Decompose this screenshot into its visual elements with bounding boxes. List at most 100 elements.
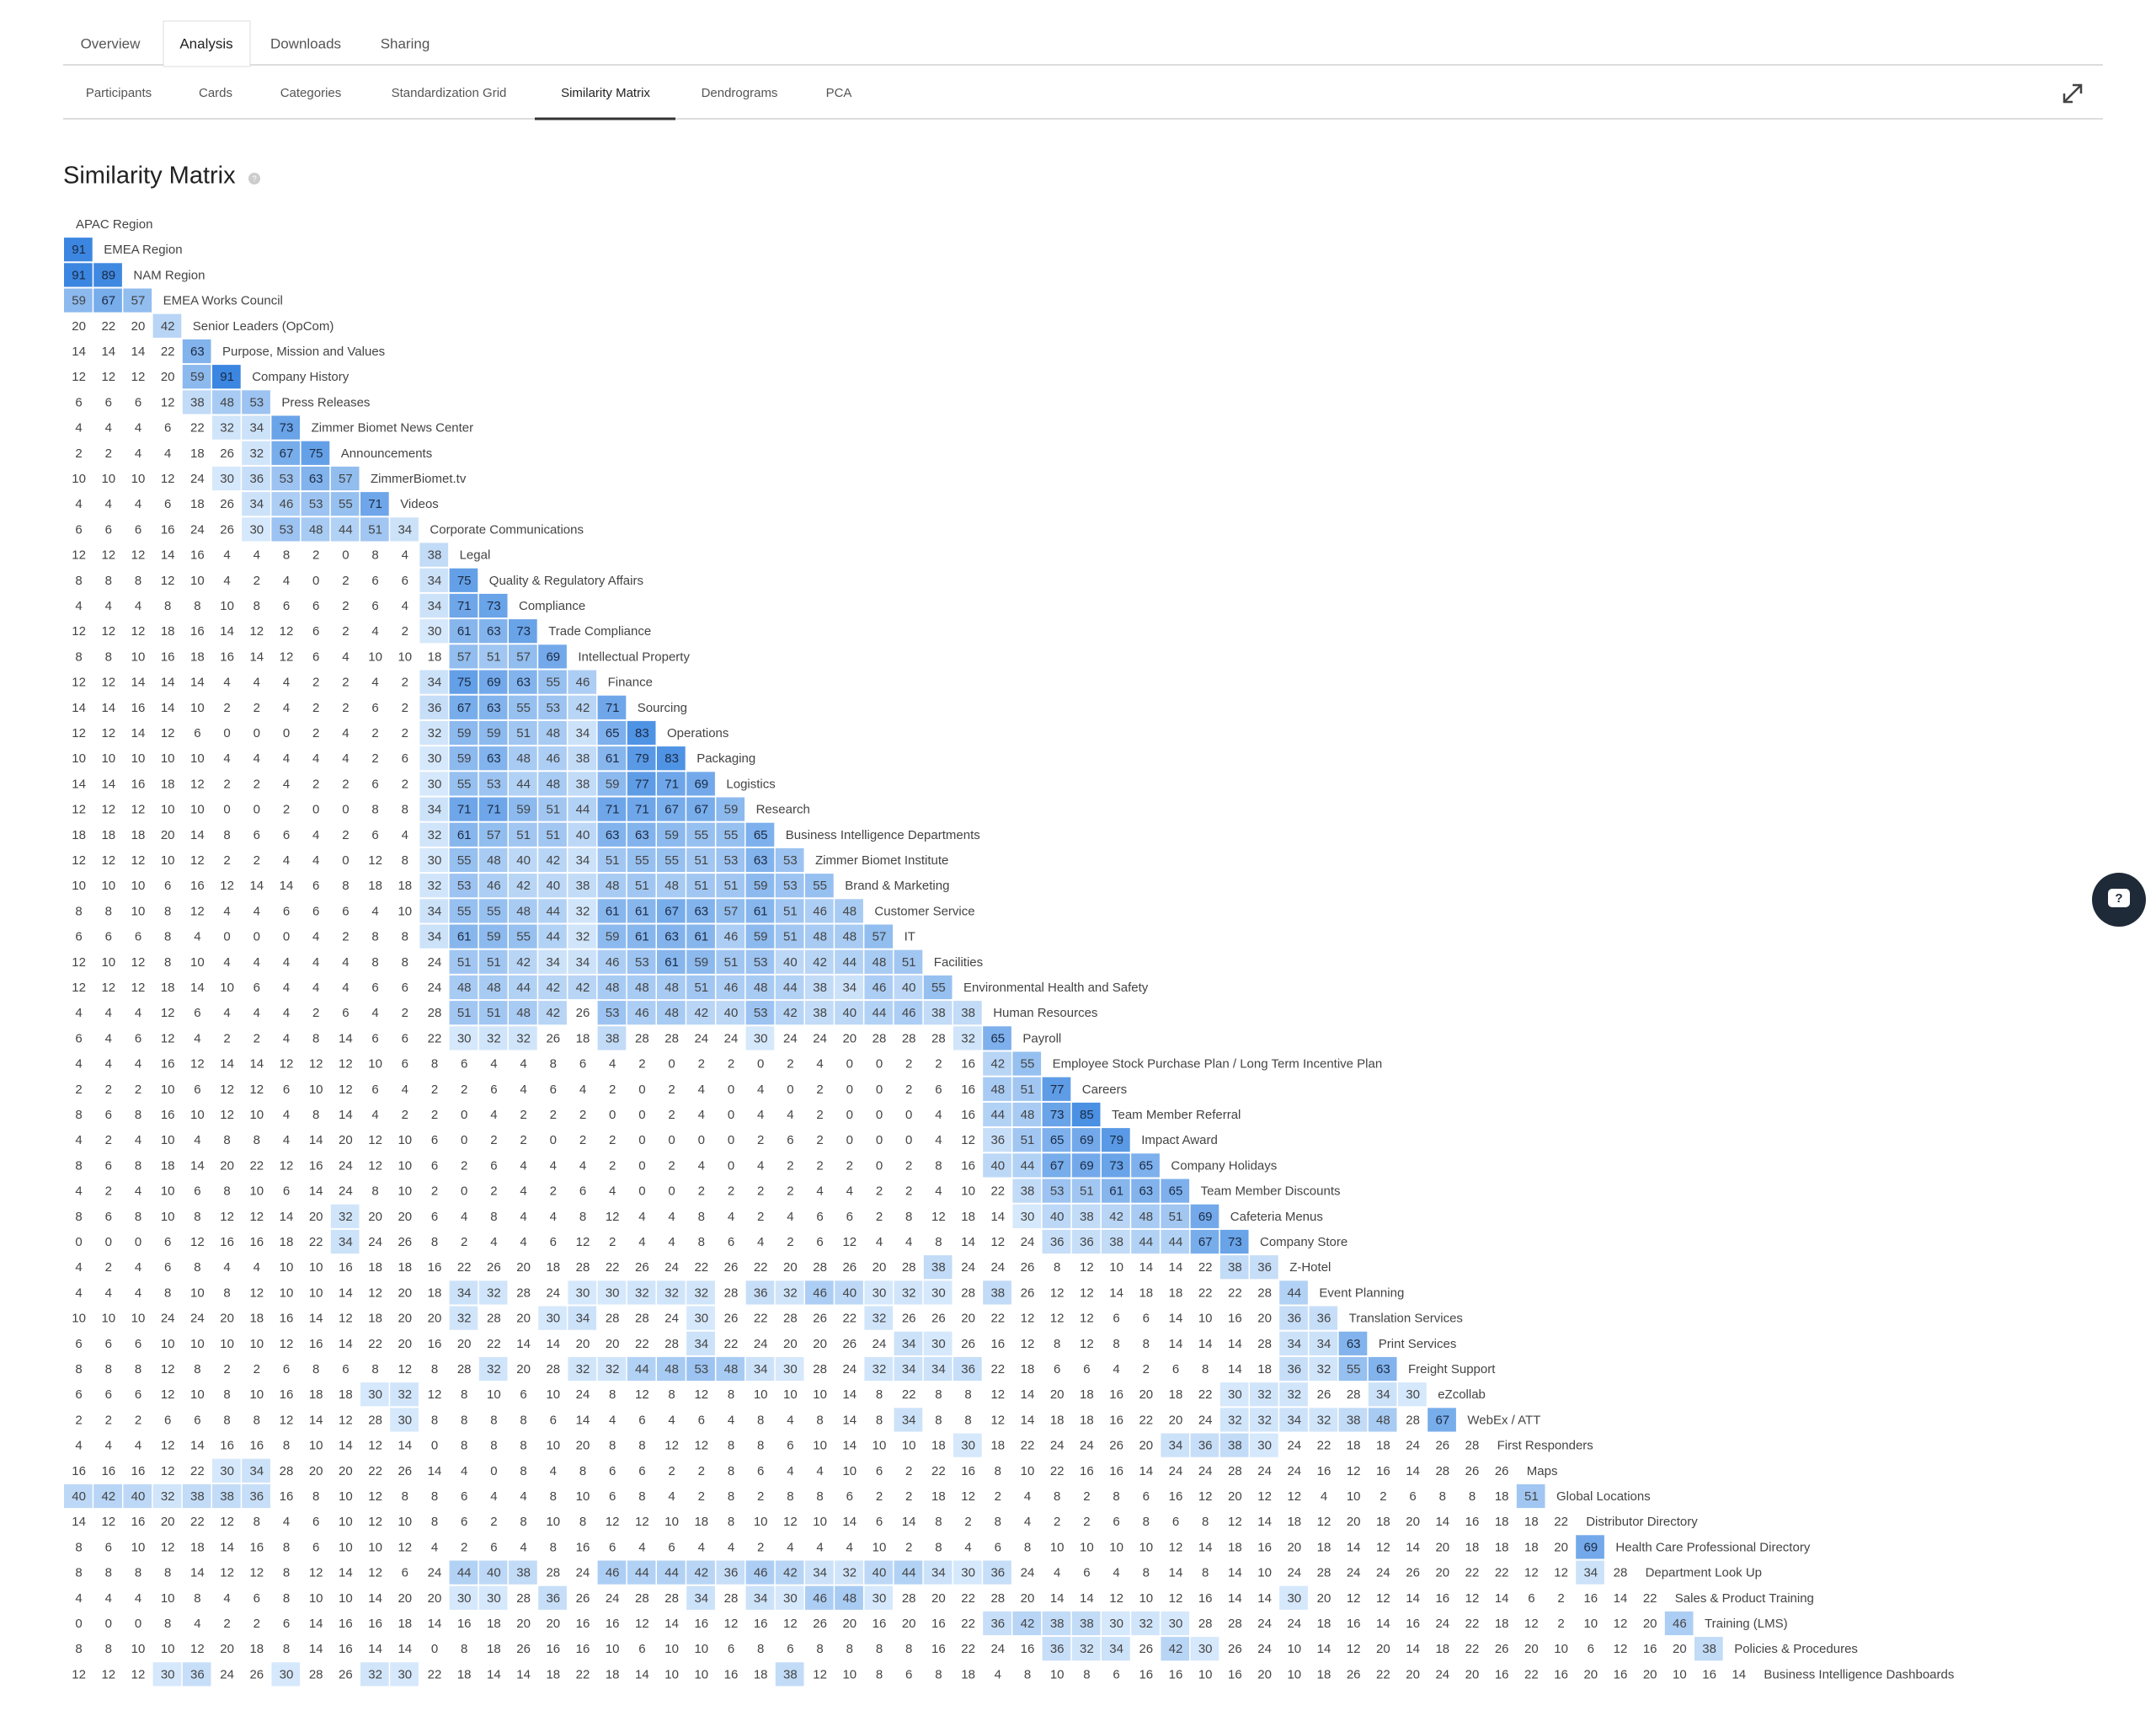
- matrix-cell: [1190, 1433, 1219, 1457]
- matrix-cell: [1309, 1331, 1338, 1355]
- matrix-cell: [1102, 1510, 1130, 1534]
- cell-value: 34: [576, 955, 590, 970]
- cell-value: 69: [487, 676, 501, 690]
- matrix-cell: [775, 1001, 804, 1025]
- tab[interactable]: Sharing: [381, 35, 430, 51]
- matrix-cell: [1398, 1535, 1427, 1559]
- cell-value: 22: [368, 1337, 382, 1351]
- cell-value: 38: [576, 879, 590, 893]
- matrix-cell: [686, 1001, 715, 1025]
- matrix-cell: [953, 1662, 982, 1687]
- matrix-cell: [123, 695, 152, 719]
- cell-value: 24: [961, 1260, 975, 1275]
- cell-value: 6: [371, 599, 378, 613]
- matrix-cell: [923, 1204, 953, 1228]
- row-label: Business Intelligence Departments: [786, 828, 980, 842]
- cell-value: 30: [546, 1312, 560, 1326]
- cell-value: 55: [813, 879, 827, 893]
- help-icon[interactable]: [248, 173, 260, 184]
- cell-value: 16: [161, 650, 175, 664]
- matrix-cell: [509, 1611, 537, 1636]
- matrix-cell: [538, 1483, 567, 1509]
- cell-value: 8: [105, 574, 112, 588]
- subtab[interactable]: Categories: [280, 86, 342, 100]
- cell-value: 6: [1528, 1591, 1534, 1606]
- matrix-cell: [360, 1001, 389, 1025]
- matrix-cell: [64, 772, 93, 796]
- matrix-cell: [1250, 1637, 1278, 1661]
- cell-value: 2: [223, 853, 230, 868]
- matrix-cell: [1012, 1408, 1042, 1432]
- matrix-cell: [64, 670, 93, 694]
- matrix-cell: [1694, 1662, 1723, 1687]
- cell-value: 18: [990, 1439, 1005, 1453]
- subtab[interactable]: PCA: [826, 86, 852, 100]
- row-label: Purpose, Mission and Values: [222, 345, 385, 359]
- matrix-cell: [1250, 1662, 1278, 1687]
- matrix-cell: [1012, 1382, 1042, 1407]
- cell-value: 44: [783, 981, 798, 995]
- cell-value: 16: [576, 1540, 590, 1554]
- matrix-cell: [538, 1382, 567, 1407]
- subtab[interactable]: Dendrograms: [702, 86, 778, 100]
- cell-value: 14: [339, 1337, 353, 1351]
- subtab[interactable]: Participants: [86, 86, 152, 100]
- tab[interactable]: Downloads: [270, 35, 341, 51]
- tab-active[interactable]: Analysis: [179, 35, 232, 51]
- row-label: Research: [756, 803, 810, 817]
- cell-value: 6: [283, 1082, 290, 1097]
- cell-value: 34: [249, 497, 264, 511]
- cell-value: 32: [368, 1667, 382, 1681]
- expand-icon[interactable]: [2063, 83, 2083, 104]
- matrix-cell: [864, 1179, 894, 1203]
- matrix-cell: [745, 1382, 775, 1407]
- matrix-cell: [64, 1662, 93, 1687]
- tab[interactable]: Overview: [81, 35, 141, 51]
- cell-value: 4: [668, 1235, 675, 1249]
- cell-value: 55: [516, 701, 531, 715]
- matrix-cell: [449, 1102, 478, 1127]
- cell-value: 32: [1080, 1642, 1094, 1656]
- matrix-cell: [835, 1637, 863, 1661]
- row-label: Brand & Marketing: [845, 879, 949, 893]
- matrix-cell: [835, 1179, 863, 1203]
- matrix-cell: [330, 1585, 360, 1610]
- cell-value: 4: [223, 751, 230, 766]
- cell-value: 2: [728, 1184, 734, 1199]
- cell-value: 38: [1080, 1210, 1094, 1224]
- matrix-cell: [390, 1382, 419, 1407]
- matrix-cell: [271, 593, 301, 618]
- matrix-cell: [1071, 1382, 1101, 1407]
- cell-value: 22: [428, 1031, 442, 1045]
- matrix-cell: [360, 720, 389, 746]
- cell-value: 4: [638, 1210, 645, 1224]
- matrix-cell: [686, 1331, 715, 1355]
- matrix-cell: [419, 1611, 449, 1636]
- matrix-cell: [419, 1102, 449, 1127]
- cell-value: 65: [990, 1031, 1005, 1045]
- subtab[interactable]: Cards: [199, 86, 232, 100]
- matrix-cell: [1338, 1637, 1368, 1661]
- cell-value: 12: [724, 1617, 739, 1631]
- matrix-cell: [864, 1611, 894, 1636]
- matrix-cell: [953, 1510, 982, 1534]
- matrix-cell: [271, 1637, 301, 1661]
- matrix-cell: [1605, 1585, 1635, 1610]
- subtab-active[interactable]: Similarity Matrix: [561, 86, 650, 100]
- matrix-cell: [1398, 1433, 1427, 1457]
- cell-value: 34: [249, 1464, 264, 1478]
- cell-value: 10: [1139, 1540, 1153, 1554]
- matrix-cell: [775, 924, 804, 949]
- matrix-cell: [330, 1306, 360, 1330]
- matrix-cell: [538, 1280, 567, 1305]
- cell-value: 30: [368, 1387, 382, 1402]
- cell-value: 12: [280, 650, 294, 664]
- subtab[interactable]: Standardization Grid: [392, 86, 507, 100]
- matrix-cell: [212, 1001, 241, 1025]
- cell-value: 36: [1198, 1439, 1213, 1453]
- matrix-cell: [419, 720, 449, 746]
- cell-value: 2: [342, 574, 349, 588]
- matrix-cell: [152, 1001, 182, 1025]
- matrix-cell: [390, 1102, 419, 1127]
- cell-value: 8: [1469, 1489, 1476, 1504]
